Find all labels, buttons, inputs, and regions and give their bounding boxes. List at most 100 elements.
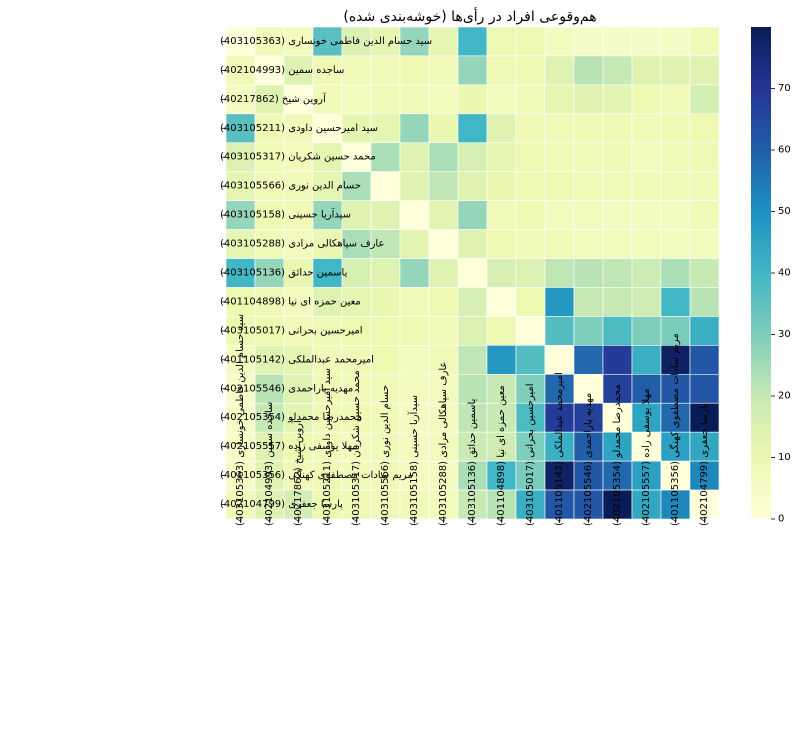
heatmap-cell: [545, 114, 574, 143]
heatmap-cell: [400, 85, 429, 114]
heatmap-cell: [661, 201, 690, 230]
heatmap-cell: [661, 287, 690, 316]
x-tick-label: ساجده سمین (402104993): [264, 402, 275, 526]
x-tick-label: امیرحسین بحرانی (403105017): [525, 384, 536, 527]
colorbar-ticks: 0 10 20 30 40 50 60 70: [771, 83, 791, 525]
heatmap-cell: [487, 259, 516, 288]
y-tick-label: یاسمین حدائق (403105136): [220, 268, 348, 279]
y-tick-label: سیدآریا حسینی (403105158): [220, 208, 351, 221]
heatmap-cell: [342, 56, 371, 85]
heatmap-cell: [400, 287, 429, 316]
heatmap-cell: [690, 287, 719, 316]
heatmap-cell: [574, 56, 603, 85]
heatmap-cell: [545, 316, 574, 345]
heatmap-cell: [690, 345, 719, 374]
heatmap-cell: [371, 172, 400, 201]
heatmap-cell: [487, 172, 516, 201]
heatmap-cell: [487, 27, 516, 56]
heatmap-cell: [429, 56, 458, 85]
heatmap-cell: [632, 316, 661, 345]
heatmap-cell: [516, 316, 545, 345]
heatmap-cell: [342, 85, 371, 114]
heatmap-cell: [487, 201, 516, 230]
heatmap-cell: [400, 259, 429, 288]
x-tick-label: محمد حسین شکریان (403105317): [351, 370, 362, 526]
colorbar-tick-label: 70: [778, 83, 791, 94]
heatmap-cell: [574, 287, 603, 316]
heatmap-cell: [487, 56, 516, 85]
heatmap-cell: [603, 143, 632, 172]
x-tick-label: مهدیه پاراحمدی (402105546): [583, 393, 594, 526]
heatmap-cell: [400, 56, 429, 85]
colorbar-tick-label: 10: [778, 452, 791, 463]
x-tick-label: سید امیرحسین داودی (403105211): [322, 368, 333, 526]
heatmap-cell: [632, 287, 661, 316]
heatmap-cell: [545, 287, 574, 316]
heatmap-cell: [487, 230, 516, 259]
heatmap-cell: [661, 56, 690, 85]
heatmap-cell: [603, 287, 632, 316]
heatmap-cell: [458, 114, 487, 143]
heatmap-cell: [371, 287, 400, 316]
heatmap-cell: [574, 259, 603, 288]
heatmap-cell: [458, 27, 487, 56]
heatmap-cell: [516, 114, 545, 143]
heatmap-cell: [371, 85, 400, 114]
x-tick-label: آروین شیخ (40217862): [291, 419, 304, 526]
heatmap-cell: [574, 143, 603, 172]
heatmap-cell: [400, 114, 429, 143]
heatmap-cell: [458, 316, 487, 345]
heatmap-cell: [603, 56, 632, 85]
heatmap-cell: [690, 27, 719, 56]
heatmap-cell: [400, 201, 429, 230]
heatmap-cell: [371, 345, 400, 374]
heatmap-cell: [632, 56, 661, 85]
heatmap-cell: [371, 316, 400, 345]
heatmap-cell: [545, 27, 574, 56]
heatmap-cell: [661, 114, 690, 143]
heatmap-cell: [690, 230, 719, 259]
heatmap-cell: [632, 27, 661, 56]
heatmap-cell: [661, 85, 690, 114]
heatmap-cell: [603, 345, 632, 374]
heatmap-cell: [632, 143, 661, 172]
heatmap-cell: [429, 85, 458, 114]
heatmap-cell: [603, 172, 632, 201]
x-tick-label: مریم سادات مصطفوی کهنگی (401105356): [669, 333, 681, 526]
heatmap-cell: [632, 345, 661, 374]
heatmap-cell: [545, 85, 574, 114]
heatmap-cell: [516, 143, 545, 172]
heatmap-cell: [690, 374, 719, 403]
heatmap-cell: [690, 143, 719, 172]
heatmap-cell: [487, 85, 516, 114]
heatmap-cell: [690, 259, 719, 288]
colorbar-tick-label: 20: [778, 391, 791, 402]
heatmap-cell: [574, 345, 603, 374]
heatmap-cell: [632, 259, 661, 288]
x-tick-label: یاسمین حدائق (403105136): [467, 398, 478, 526]
colorbar-tick-label: 0: [778, 514, 784, 525]
heatmap-cell: [545, 143, 574, 172]
y-tick-label: حسام الدین نوری (403105566): [220, 181, 361, 192]
heatmap-cell: [574, 201, 603, 230]
heatmap-cell: [400, 316, 429, 345]
heatmap-cell: [429, 287, 458, 316]
y-tick-label: ساجده سمین (402104993): [220, 65, 344, 76]
y-tick-label: محمد حسین شکریان (403105317): [220, 152, 376, 163]
y-tick-label: سید امیرحسین داودی (403105211): [220, 123, 378, 134]
heatmap-cell: [371, 201, 400, 230]
heatmap-cell: [458, 230, 487, 259]
heatmap-cell: [458, 143, 487, 172]
heatmap-cell: [661, 230, 690, 259]
x-tick-label: سیدآریا حسینی (403105158): [407, 395, 420, 526]
heatmap-cell: [603, 259, 632, 288]
x-tick-label: معین حمزه ای نیا (401104898): [496, 385, 507, 526]
heatmap-cell: [516, 345, 545, 374]
heatmap-cell: [400, 172, 429, 201]
heatmap-cell: [516, 172, 545, 201]
heatmap-cell: [690, 114, 719, 143]
heatmap-cell: [545, 56, 574, 85]
heatmap-cell: [429, 172, 458, 201]
heatmap-cell: [632, 85, 661, 114]
x-tick-label: عارف سپاهکالی مرادی (403105288): [438, 362, 449, 526]
